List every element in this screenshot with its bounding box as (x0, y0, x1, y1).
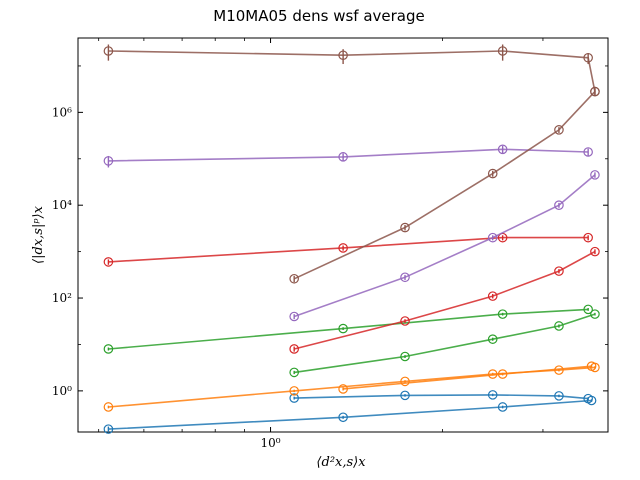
data-point (590, 86, 600, 97)
data-point (400, 222, 410, 233)
data-point (583, 52, 593, 63)
data-point (583, 393, 593, 404)
series-line (108, 308, 589, 350)
data-point (590, 246, 600, 257)
series-9 (289, 170, 600, 322)
data-point (554, 266, 564, 276)
data-point (103, 424, 114, 434)
axis-ticks (78, 38, 608, 432)
data-point (289, 344, 299, 354)
data-point (289, 367, 299, 378)
series-4 (103, 304, 593, 354)
data-point (400, 351, 410, 362)
data-point (554, 125, 564, 135)
chart-title: M10MA05 dens wsf average (213, 7, 424, 25)
series-8 (103, 144, 593, 168)
data-point (554, 321, 564, 331)
data-point (554, 200, 564, 210)
series-line (108, 366, 595, 408)
data-point (497, 309, 508, 319)
data-point (590, 170, 600, 180)
series-11 (289, 86, 600, 284)
data-point (400, 272, 410, 283)
data-point (103, 402, 114, 412)
series-line (108, 148, 589, 162)
data-point (103, 257, 114, 267)
data-point (103, 156, 114, 166)
data-point (103, 46, 114, 56)
data-point (400, 316, 410, 326)
series-line (108, 236, 589, 263)
data-point (583, 232, 593, 243)
series-line (108, 399, 592, 430)
series-line (343, 365, 592, 390)
data-point (103, 344, 114, 354)
series-line (294, 394, 589, 400)
data-point (400, 390, 410, 401)
data-point (487, 232, 498, 243)
data-point (338, 243, 348, 253)
data-point (497, 46, 508, 56)
series-2 (103, 362, 600, 412)
data-point (590, 309, 600, 319)
data-point (487, 334, 498, 344)
data-point (497, 144, 508, 155)
series-6 (103, 232, 593, 267)
data-point (338, 384, 348, 394)
data-point (487, 390, 498, 400)
series-5 (289, 309, 600, 378)
x-tick-label: 10⁰ (260, 436, 280, 450)
y-tick-label: 10⁴ (52, 198, 72, 212)
data-point (338, 50, 348, 61)
series-0 (103, 395, 597, 434)
data-point (289, 273, 299, 284)
x-axis-label: ⟨d²x,s⟩x (316, 455, 366, 470)
data-point (338, 323, 348, 334)
data-point (400, 376, 410, 387)
data-point (586, 361, 597, 372)
tick-labels: 10⁰ 10⁰ 10² 10⁴ 10⁶ (52, 105, 281, 450)
data-point (583, 147, 593, 157)
plot-frame (77, 37, 609, 433)
data-point (289, 393, 299, 403)
data-point (289, 311, 299, 322)
y-tick-label: 10² (52, 291, 72, 305)
data-point (554, 391, 564, 401)
data-point (497, 369, 508, 379)
data-point (289, 386, 299, 396)
series-3 (338, 361, 597, 394)
data-point (487, 291, 498, 301)
series-line (294, 313, 596, 374)
series-10 (103, 44, 600, 97)
data-point (338, 152, 348, 162)
data-point (583, 304, 593, 315)
y-axis-label: ⟨|dx,s|ᵖ⟩x (31, 205, 46, 264)
y-tick-label: 10⁰ (52, 384, 72, 398)
series-line (108, 50, 596, 92)
series-group (103, 44, 600, 434)
data-point (487, 168, 498, 179)
data-point (338, 412, 348, 423)
data-point (497, 402, 508, 412)
series-1 (289, 390, 593, 404)
series-7 (289, 246, 600, 354)
y-tick-label: 10⁶ (52, 105, 72, 119)
